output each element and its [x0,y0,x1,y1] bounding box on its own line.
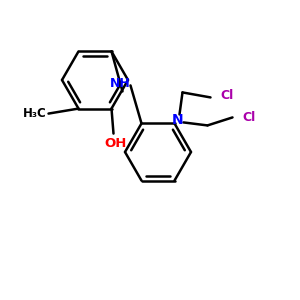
Text: NH: NH [110,77,131,90]
Text: OH: OH [104,137,127,150]
Text: H₃C: H₃C [22,107,46,120]
Text: N: N [172,113,183,128]
Text: Cl: Cl [242,111,256,124]
Text: Cl: Cl [220,89,234,102]
